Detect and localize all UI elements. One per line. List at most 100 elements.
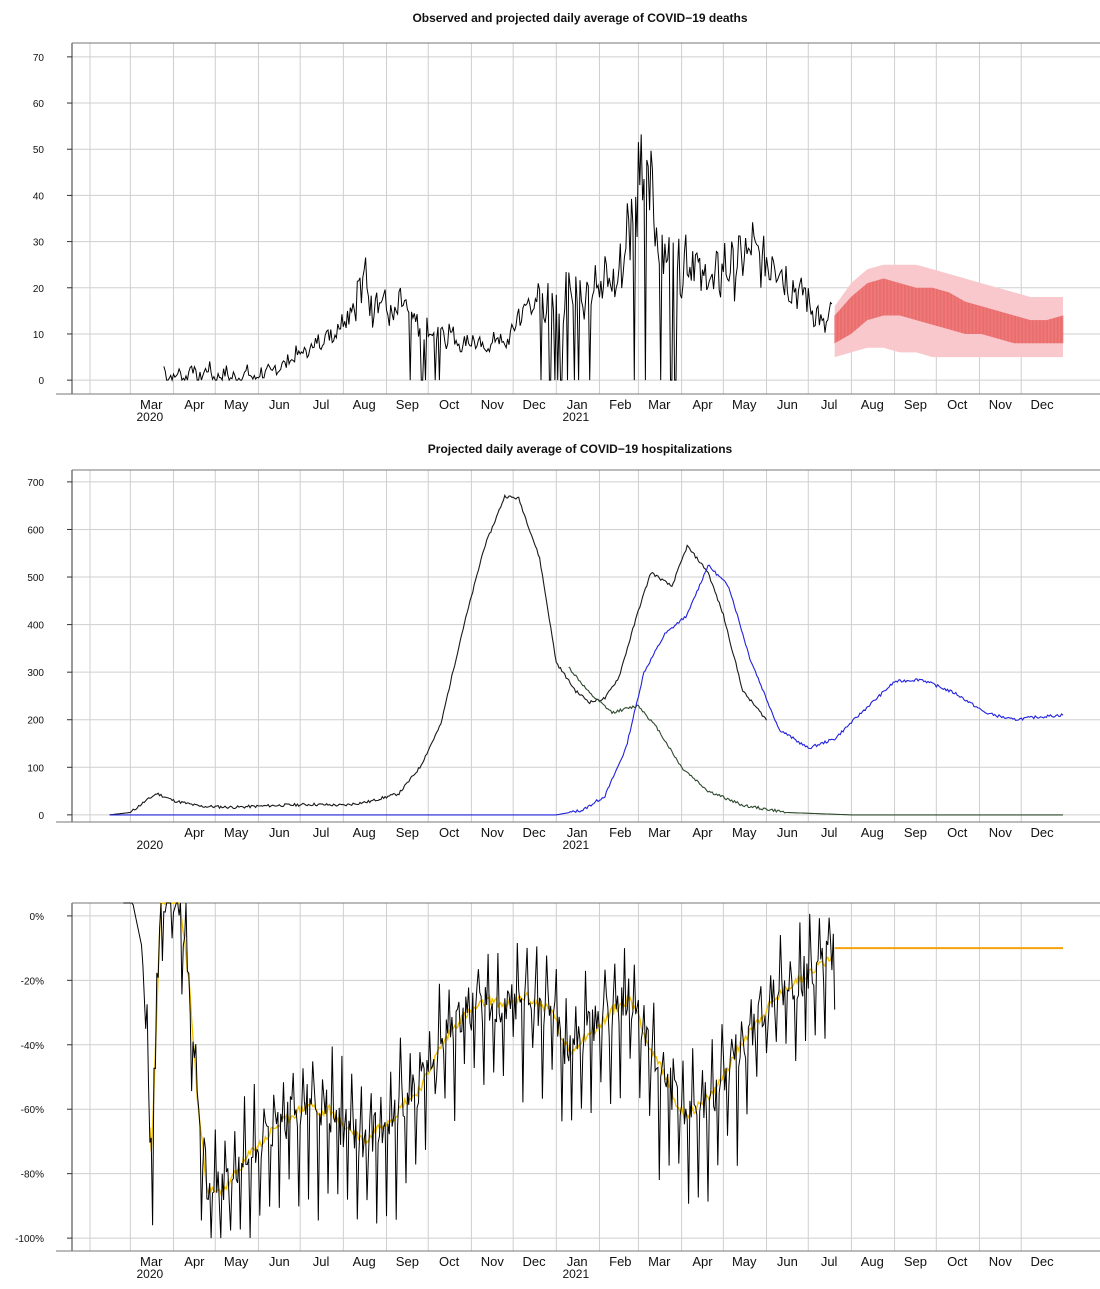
projection-hatching: [834, 278, 1064, 344]
x-tick-label: Jun: [269, 397, 290, 412]
x-tick-label: May: [224, 1254, 249, 1269]
y-tick-label: 300: [27, 668, 44, 679]
x-tick-label: Sep: [904, 825, 927, 840]
y-tick-label: 50: [33, 145, 45, 156]
x-tick-label: Jul: [313, 397, 330, 412]
x-tick-label: Nov: [989, 397, 1013, 412]
x-year-label: 2020: [137, 838, 164, 852]
y-tick-label: -20%: [21, 976, 44, 987]
x-tick-label: Sep: [396, 825, 419, 840]
x-tick-label: May: [732, 1254, 757, 1269]
y-tick-label: 70: [33, 53, 45, 64]
x-tick-label: Apr: [692, 1254, 713, 1269]
x-tick-label: Feb: [609, 397, 631, 412]
chart-title: Projected daily average of COVID−19 hosp…: [428, 442, 733, 456]
x-tick-label: Nov: [481, 825, 505, 840]
x-tick-label: Jun: [777, 825, 798, 840]
x-tick-label: Nov: [989, 825, 1013, 840]
x-tick-label: Apr: [692, 825, 713, 840]
y-tick-label: 400: [27, 621, 44, 632]
y-tick-label: -100%: [15, 1234, 44, 1245]
hospitalizations-panel: Projected daily average of COVID−19 hosp…: [27, 442, 1100, 852]
x-tick-label: Dec: [522, 1254, 546, 1269]
mobility-panel: 0% -20% -40% -60% -80% -100% Mar Apr May Jun Jul Au…: [15, 902, 1100, 1281]
x-tick-label: May: [732, 397, 757, 412]
y-tick-label: 200: [27, 716, 44, 727]
x-tick-label: Mar: [648, 825, 671, 840]
x-tick-label: Oct: [439, 825, 460, 840]
x-tick-label: Jul: [313, 1254, 330, 1269]
x-tick-label: Sep: [396, 1254, 419, 1269]
x-tick-label: Mar: [140, 1254, 163, 1269]
x-tick-label: Aug: [353, 1254, 376, 1269]
deaths-panel: Observed and projected daily average of …: [33, 11, 1100, 424]
x-tick-label: Jun: [269, 1254, 290, 1269]
hospitalization-series-line-1: [568, 666, 1063, 816]
x-tick-label: Dec: [1031, 397, 1055, 412]
x-tick-label: Jun: [777, 397, 798, 412]
x-tick-label: May: [224, 397, 249, 412]
x-tick-label: Feb: [609, 1254, 631, 1269]
y-tick-label: 0%: [30, 912, 45, 923]
x-tick-label: Oct: [947, 397, 968, 412]
x-year-label: 2020: [137, 1267, 164, 1281]
y-tick-label: 10: [33, 330, 45, 341]
x-tick-label: Nov: [481, 397, 505, 412]
x-tick-label: Aug: [861, 1254, 884, 1269]
x-tick-label: Jul: [313, 825, 330, 840]
x-tick-label: Aug: [861, 397, 884, 412]
x-tick-label: Aug: [861, 825, 884, 840]
x-tick-label: Oct: [947, 825, 968, 840]
x-tick-label: Sep: [904, 397, 927, 412]
chart-title: Observed and projected daily average of …: [412, 11, 747, 25]
x-tick-label: Oct: [439, 1254, 460, 1269]
observed-mobility-line: [123, 902, 836, 1239]
y-tick-label: 60: [33, 99, 45, 110]
x-tick-label: Apr: [692, 397, 713, 412]
x-tick-label: Apr: [184, 1254, 205, 1269]
x-tick-label: Oct: [947, 1254, 968, 1269]
hospitalization-series-line-2: [109, 564, 1064, 816]
x-tick-label: Aug: [353, 397, 376, 412]
y-tick-label: 500: [27, 573, 44, 584]
x-tick-label: May: [732, 825, 757, 840]
x-tick-label: Nov: [989, 1254, 1013, 1269]
x-tick-label: Jan: [567, 397, 588, 412]
hospitalization-series-line-0: [109, 494, 767, 816]
x-tick-label: Mar: [140, 397, 163, 412]
y-tick-label: 100: [27, 763, 44, 774]
x-tick-label: Jan: [567, 825, 588, 840]
x-tick-label: Jul: [821, 825, 838, 840]
x-year-label: 2021: [562, 1267, 589, 1281]
x-tick-label: Feb: [609, 825, 631, 840]
y-tick-label: -60%: [21, 1105, 44, 1116]
x-tick-label: Jun: [777, 1254, 798, 1269]
y-tick-label: 0: [38, 376, 44, 387]
x-tick-label: Jul: [821, 397, 838, 412]
x-tick-label: Dec: [1031, 825, 1055, 840]
x-tick-label: Mar: [648, 1254, 671, 1269]
x-tick-label: Apr: [184, 825, 205, 840]
x-tick-label: Dec: [522, 397, 546, 412]
x-tick-label: Dec: [1031, 1254, 1055, 1269]
x-year-label: 2020: [137, 410, 164, 424]
x-tick-label: Sep: [904, 1254, 927, 1269]
x-tick-label: Sep: [396, 397, 419, 412]
x-tick-label: Apr: [184, 397, 205, 412]
x-tick-label: Oct: [439, 397, 460, 412]
observed-deaths-line: [163, 134, 833, 383]
y-tick-label: -80%: [21, 1170, 44, 1181]
y-tick-label: -40%: [21, 1041, 44, 1052]
y-tick-label: 700: [27, 478, 44, 489]
y-tick-label: 30: [33, 238, 45, 249]
x-tick-label: Jan: [567, 1254, 588, 1269]
x-year-label: 2021: [562, 410, 589, 424]
x-tick-label: Nov: [481, 1254, 505, 1269]
x-tick-label: Jun: [269, 825, 290, 840]
x-tick-label: Mar: [648, 397, 671, 412]
y-tick-label: 0: [38, 811, 44, 822]
x-tick-label: Jul: [821, 1254, 838, 1269]
x-tick-label: May: [224, 825, 249, 840]
